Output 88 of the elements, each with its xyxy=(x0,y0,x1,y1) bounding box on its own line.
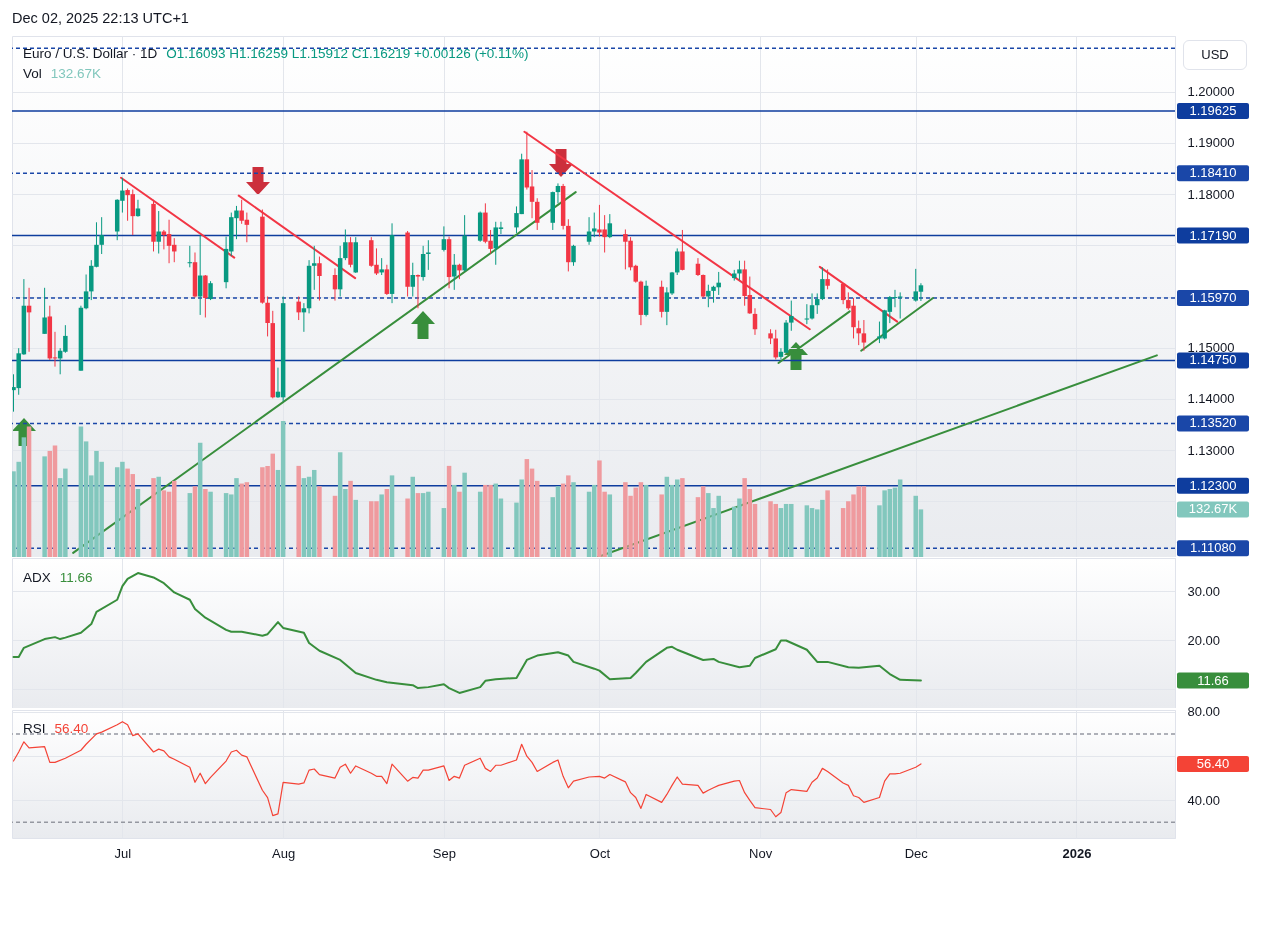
text: Dec 02, 2025 22:13 UTC+1 xyxy=(12,9,189,27)
candlestick xyxy=(789,300,794,332)
chart-title: Vol xyxy=(23,66,42,81)
y-tick-label: 1.18000 xyxy=(1187,186,1235,202)
x-tick-label: Dec xyxy=(904,845,929,861)
candlestick xyxy=(99,216,104,255)
bar xyxy=(457,491,462,557)
candlestick xyxy=(706,284,711,308)
candlestick xyxy=(135,199,141,218)
x-tick-label: Oct xyxy=(589,845,611,861)
candlestick xyxy=(348,236,353,268)
ref-line-label: 1.19625 xyxy=(1189,102,1237,118)
x-tick-label: Aug xyxy=(272,845,296,861)
x-tick-label: Nov xyxy=(749,845,773,861)
bar xyxy=(296,465,301,557)
y-tick-label: 1.20000 xyxy=(1187,84,1235,100)
x-tick-label: 2026 xyxy=(1062,845,1092,861)
candlestick xyxy=(809,292,815,321)
x-tick-label: Sep xyxy=(432,845,456,861)
y-tick-label: 20.00 xyxy=(1187,632,1221,648)
y-tick-label: 1.19000 xyxy=(1187,135,1235,151)
line-series xyxy=(12,721,922,818)
bar xyxy=(317,486,322,557)
bar xyxy=(825,490,830,557)
annotation: 132.67K xyxy=(50,66,102,81)
candlestick xyxy=(592,212,597,238)
candlestick xyxy=(571,244,576,267)
bar xyxy=(680,478,685,557)
x-tick-label: Jul xyxy=(114,845,132,861)
candlestick xyxy=(716,271,721,296)
y-tick-label: 1.14000 xyxy=(1187,391,1235,407)
candlestick xyxy=(312,245,317,291)
bar xyxy=(659,494,664,557)
text: 56.40 xyxy=(1196,755,1230,771)
y-tick-label: 30.00 xyxy=(1187,584,1221,599)
bar xyxy=(571,482,576,557)
bar xyxy=(42,456,47,557)
candlestick xyxy=(410,262,416,297)
candlestick xyxy=(296,296,301,321)
bar xyxy=(462,472,467,557)
y-tick-label: 40.00 xyxy=(1187,792,1221,808)
y-tick-label: 1.13000 xyxy=(1187,442,1235,458)
ref-line-label: 1.17190 xyxy=(1189,227,1237,243)
line-series xyxy=(12,572,922,694)
bar xyxy=(203,489,208,557)
candlestick xyxy=(156,210,161,255)
candlestick xyxy=(415,273,421,309)
y-tick-label: 80.00 xyxy=(1187,704,1221,720)
candlestick xyxy=(42,287,47,335)
candlestick xyxy=(452,253,457,291)
text: O1.16093 H1.16259 L1.15912 C1.16219 +0.00126 (+0.11%) xyxy=(166,46,529,61)
annotation: 56.40 xyxy=(54,721,89,736)
annotation: 11.66 xyxy=(59,570,93,585)
bar xyxy=(452,484,457,557)
candlestick xyxy=(426,239,431,271)
bar xyxy=(379,494,384,557)
ref-line-label: 1.13520 xyxy=(1189,415,1237,431)
candlestick xyxy=(773,329,778,360)
ref-line-label: 1.11080 xyxy=(1189,540,1237,556)
candlestick xyxy=(343,228,348,261)
candlestick xyxy=(856,320,861,346)
ref-line-label: 1.18410 xyxy=(1189,165,1237,181)
candlestick xyxy=(680,229,685,271)
candlestick xyxy=(700,273,706,299)
candlestick xyxy=(208,280,213,301)
candlestick xyxy=(265,296,270,337)
candlestick xyxy=(441,225,447,252)
bar xyxy=(405,498,410,557)
text: ADX xyxy=(23,570,51,585)
bar xyxy=(151,478,156,557)
bar xyxy=(208,491,213,557)
series-label: RSI xyxy=(23,721,46,736)
ref-line-label: 1.12300 xyxy=(1189,477,1237,493)
bar xyxy=(353,499,358,557)
candlestick xyxy=(820,266,825,301)
candlestick xyxy=(861,319,867,352)
candlestick xyxy=(737,260,742,281)
text: Euro / U.S. Dollar · 1D xyxy=(23,46,158,61)
candlestick xyxy=(607,213,613,239)
ref-line-label: 1.15970 xyxy=(1189,290,1237,306)
candlestick xyxy=(203,274,208,318)
y-axis-title: USD xyxy=(1183,40,1247,70)
text: 11.66 xyxy=(1197,672,1229,688)
candlestick xyxy=(317,256,322,302)
bar xyxy=(156,476,161,557)
bar xyxy=(348,480,353,557)
candlestick xyxy=(825,268,830,290)
text: 132.67K xyxy=(1188,501,1238,517)
